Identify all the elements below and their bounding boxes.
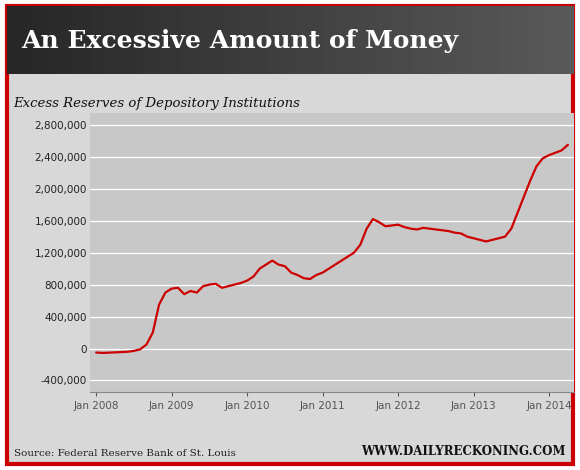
Text: An Excessive Amount of Money: An Excessive Amount of Money (21, 29, 458, 53)
Text: Excess Reserves of Depository Institutions: Excess Reserves of Depository Institutio… (13, 97, 300, 110)
Text: Source: Federal Reserve Bank of St. Louis: Source: Federal Reserve Bank of St. Loui… (14, 449, 237, 458)
Text: WWW.DAILYRECKONING.COM: WWW.DAILYRECKONING.COM (361, 445, 566, 458)
